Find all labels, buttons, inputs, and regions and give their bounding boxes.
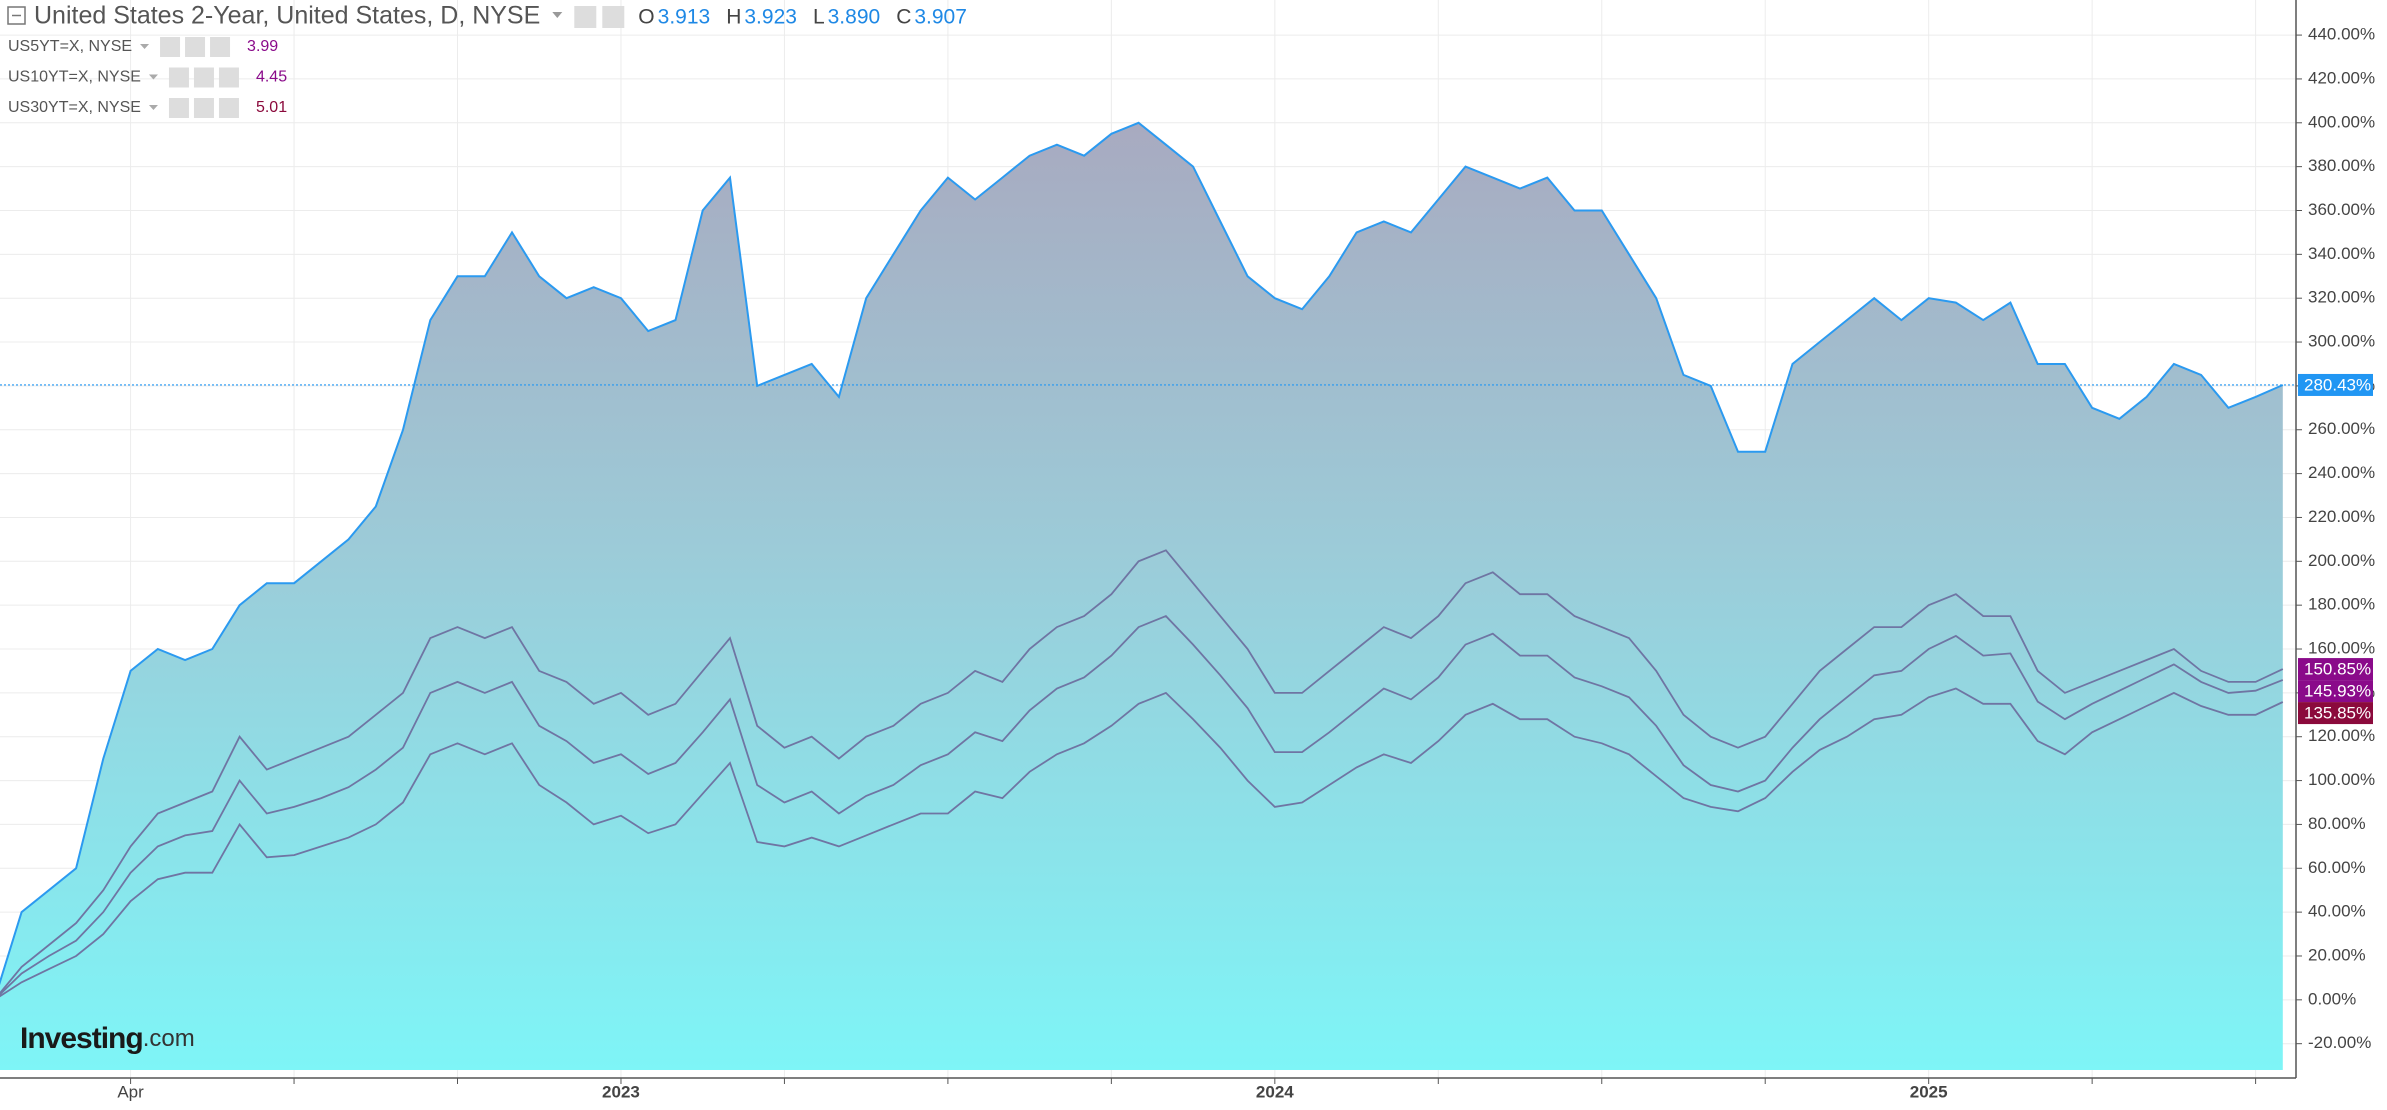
end-label-box bbox=[2298, 702, 2373, 725]
plot-area bbox=[0, 121, 2296, 1070]
ohlc-letter: L bbox=[813, 6, 825, 29]
end-label-box bbox=[2298, 658, 2373, 681]
ohlc-value: 3.890 bbox=[828, 6, 881, 29]
y-tick-label: -20.00% bbox=[2308, 1033, 2371, 1052]
legend-quote: 5.01 bbox=[256, 99, 287, 116]
line bbox=[0, 687, 2284, 998]
y-tick-label: 120.00% bbox=[2308, 726, 2375, 745]
y-tick-label: 440.00% bbox=[2308, 25, 2375, 44]
y-tick-label: 160.00% bbox=[2308, 639, 2375, 658]
legend-button[interactable] bbox=[168, 67, 189, 88]
line bbox=[0, 549, 2284, 995]
ohlc-value: 3.913 bbox=[658, 6, 711, 29]
x-tick-label: 2025 bbox=[1910, 1082, 1948, 1101]
y-tick-label: 240.00% bbox=[2308, 463, 2375, 482]
y-tick-label: 360.00% bbox=[2308, 200, 2375, 219]
legend-button[interactable] bbox=[160, 37, 181, 57]
y-tick-label: 80.00% bbox=[2308, 814, 2366, 833]
y-tick-label: 220.00% bbox=[2308, 507, 2375, 526]
y-tick-label: 420.00% bbox=[2308, 68, 2375, 87]
legend-button[interactable] bbox=[193, 67, 214, 88]
y-tick-label: 320.00% bbox=[2308, 288, 2375, 307]
end-label: 280.43% bbox=[2304, 375, 2371, 394]
x-tick-label: 2024 bbox=[1256, 1082, 1294, 1101]
x-tick-label: Apr bbox=[117, 1082, 144, 1101]
y-tick-label: 380.00% bbox=[2308, 156, 2375, 175]
logo-brand: Investing.com bbox=[20, 1022, 195, 1055]
legend-button[interactable] bbox=[193, 98, 214, 118]
y-tick-label: 60.00% bbox=[2308, 858, 2366, 877]
y-tick-label: 200.00% bbox=[2308, 551, 2375, 570]
legend-button[interactable] bbox=[168, 98, 189, 118]
logo-suffix: .com bbox=[143, 1025, 195, 1052]
y-tick-label: 20.00% bbox=[2308, 945, 2366, 964]
legend-name: US5YT=X, NYSE bbox=[8, 38, 132, 55]
legend-button[interactable] bbox=[218, 67, 239, 88]
y-tick-label: 340.00% bbox=[2308, 244, 2375, 263]
settings-button[interactable] bbox=[574, 6, 597, 28]
y-tick-label: 400.00% bbox=[2308, 112, 2375, 131]
axis-panel bbox=[2296, 0, 2387, 1110]
end-label-box bbox=[2298, 373, 2373, 396]
ohlc-letter: C bbox=[896, 6, 911, 29]
close-button[interactable] bbox=[602, 6, 625, 28]
ohlc-value: 3.907 bbox=[914, 6, 967, 29]
legend-quote: 4.45 bbox=[256, 69, 287, 86]
end-label-box bbox=[2298, 680, 2373, 703]
watermark: Investing.com bbox=[20, 1022, 195, 1055]
end-label: 145.93% bbox=[2304, 682, 2371, 701]
ohlc-value: 3.923 bbox=[744, 6, 797, 29]
legend-button[interactable] bbox=[218, 98, 239, 118]
legend-button[interactable] bbox=[210, 37, 231, 57]
header: United States 2-Year, United States, D, … bbox=[7, 2, 540, 30]
y-tick-label: 260.00% bbox=[2308, 419, 2375, 438]
logo-brand-text: Investing bbox=[20, 1022, 143, 1055]
dropdown-icon bbox=[148, 74, 158, 80]
y-tick-label: 0.00% bbox=[2308, 989, 2356, 1008]
y-tick-label: 180.00% bbox=[2308, 595, 2375, 614]
chart-title: United States 2-Year, United States, D, … bbox=[34, 2, 540, 30]
y-tick-label: 40.00% bbox=[2308, 902, 2366, 921]
legend-name: US30YT=X, NYSE bbox=[8, 99, 141, 116]
ohlc-letter: H bbox=[726, 6, 741, 29]
line bbox=[0, 121, 2284, 986]
end-labels: 280.43% 150.85% 145.93% 135.85% bbox=[2298, 373, 2373, 725]
y-tick-label: 300.00% bbox=[2308, 332, 2375, 351]
collapse-button[interactable] bbox=[7, 6, 26, 25]
line bbox=[0, 615, 2284, 996]
end-label: 135.85% bbox=[2304, 704, 2371, 723]
end-label: 150.85% bbox=[2304, 660, 2371, 679]
legend: US5YT=X, NYSE 3.99 US10YT=X, NYSE 4.45 US30Y… bbox=[8, 37, 287, 118]
legend-name: US10YT=X, NYSE bbox=[8, 69, 141, 86]
legend-quote: 3.99 bbox=[247, 38, 278, 55]
x-tick-label: 2023 bbox=[602, 1082, 640, 1101]
dropdown-icon bbox=[552, 12, 563, 18]
ohlc-letter: O bbox=[638, 6, 654, 29]
dropdown-icon bbox=[148, 105, 158, 110]
legend-button[interactable] bbox=[185, 37, 206, 57]
y-tick-label: 100.00% bbox=[2308, 770, 2375, 789]
dropdown-icon bbox=[140, 44, 150, 49]
area bbox=[0, 122, 2283, 1070]
